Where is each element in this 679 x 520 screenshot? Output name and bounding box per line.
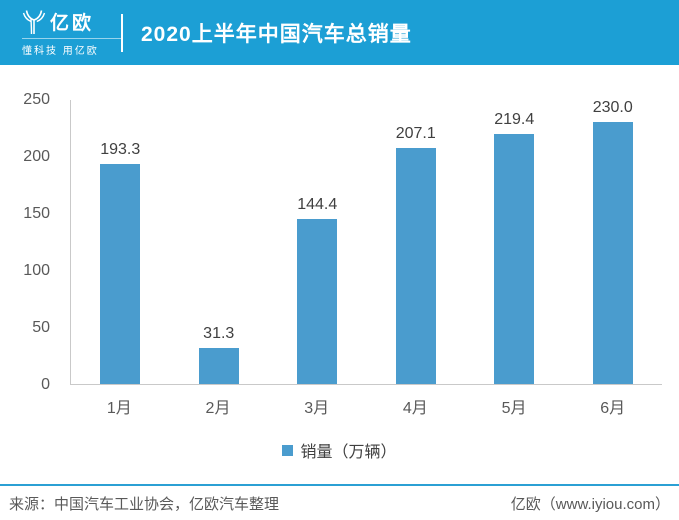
header-divider bbox=[121, 13, 123, 52]
header: 亿欧 懂科技 用亿欧 2020上半年中国汽车总销量 bbox=[0, 0, 679, 65]
plot-area: 193.3 31.3 144.4 207.1 219.4 230.0 bbox=[70, 99, 663, 385]
footer: 来源：中国汽车工业协会，亿欧汽车整理 亿欧（www.iyiou.com） bbox=[0, 484, 679, 520]
bar-group-3月: 144.4 bbox=[268, 196, 367, 384]
brand-name: 亿欧 bbox=[50, 13, 95, 34]
x-axis-label: 3月 bbox=[304, 400, 330, 417]
bar-group-2月: 31.3 bbox=[170, 325, 269, 384]
y-tick-label: 200 bbox=[23, 148, 50, 165]
bar-chart: 0 50 100 150 200 250 193.3 31.3 144.4 207.1 219.4… bbox=[0, 91, 679, 418]
bar bbox=[395, 147, 436, 384]
legend-label: 销量（万辆） bbox=[300, 444, 397, 461]
bar bbox=[494, 133, 535, 384]
bar bbox=[592, 121, 633, 384]
bar bbox=[297, 219, 338, 384]
y-axis: 0 50 100 150 200 250 bbox=[0, 91, 58, 393]
brand-tagline: 懂科技 用亿欧 bbox=[22, 38, 121, 57]
bar-value-label: 144.4 bbox=[297, 196, 338, 214]
x-axis-label: 6月 bbox=[600, 400, 626, 417]
bar-value-label: 219.4 bbox=[494, 110, 535, 128]
legend: 销量（万辆） bbox=[0, 438, 679, 462]
bar-group-6月: 230.0 bbox=[564, 99, 663, 384]
brand-logo-row: 亿欧 bbox=[22, 8, 121, 35]
y-tick-label: 250 bbox=[23, 91, 50, 108]
bar-value-label: 207.1 bbox=[395, 124, 436, 142]
y-tick-label: 50 bbox=[32, 319, 50, 336]
bar-group-1月: 193.3 bbox=[71, 141, 170, 384]
brand-logo: 亿欧 懂科技 用亿欧 bbox=[0, 8, 121, 57]
legend-swatch bbox=[282, 444, 294, 456]
bar-group-5月: 219.4 bbox=[465, 111, 564, 384]
bar-value-label: 193.3 bbox=[100, 140, 141, 158]
x-axis-label: 1月 bbox=[106, 400, 132, 417]
bar-value-label: 230.0 bbox=[592, 98, 633, 116]
y-tick-label: 100 bbox=[23, 262, 50, 279]
bar bbox=[100, 163, 141, 384]
page-title: 2020上半年中国汽车总销量 bbox=[141, 22, 412, 46]
bar-value-label: 31.3 bbox=[203, 325, 235, 343]
site-credit: 亿欧（www.iyiou.com） bbox=[510, 495, 670, 513]
chart-area: 0 50 100 150 200 250 193.3 31.3 144.4 207.1 219.4… bbox=[0, 65, 679, 462]
y-tick-label: 150 bbox=[23, 205, 50, 222]
source-text: 来源：中国汽车工业协会，亿欧汽车整理 bbox=[9, 495, 280, 513]
x-axis-label: 2月 bbox=[205, 400, 231, 417]
x-axis-labels: 1月 2月 3月 4月 5月 6月 bbox=[70, 385, 662, 418]
x-axis-label: 5月 bbox=[501, 400, 527, 417]
x-axis-label: 4月 bbox=[402, 400, 428, 417]
iyiou-logo-icon bbox=[22, 9, 46, 35]
y-tick-label: 0 bbox=[41, 376, 50, 393]
bar bbox=[198, 348, 239, 384]
bar-group-4月: 207.1 bbox=[367, 125, 466, 384]
